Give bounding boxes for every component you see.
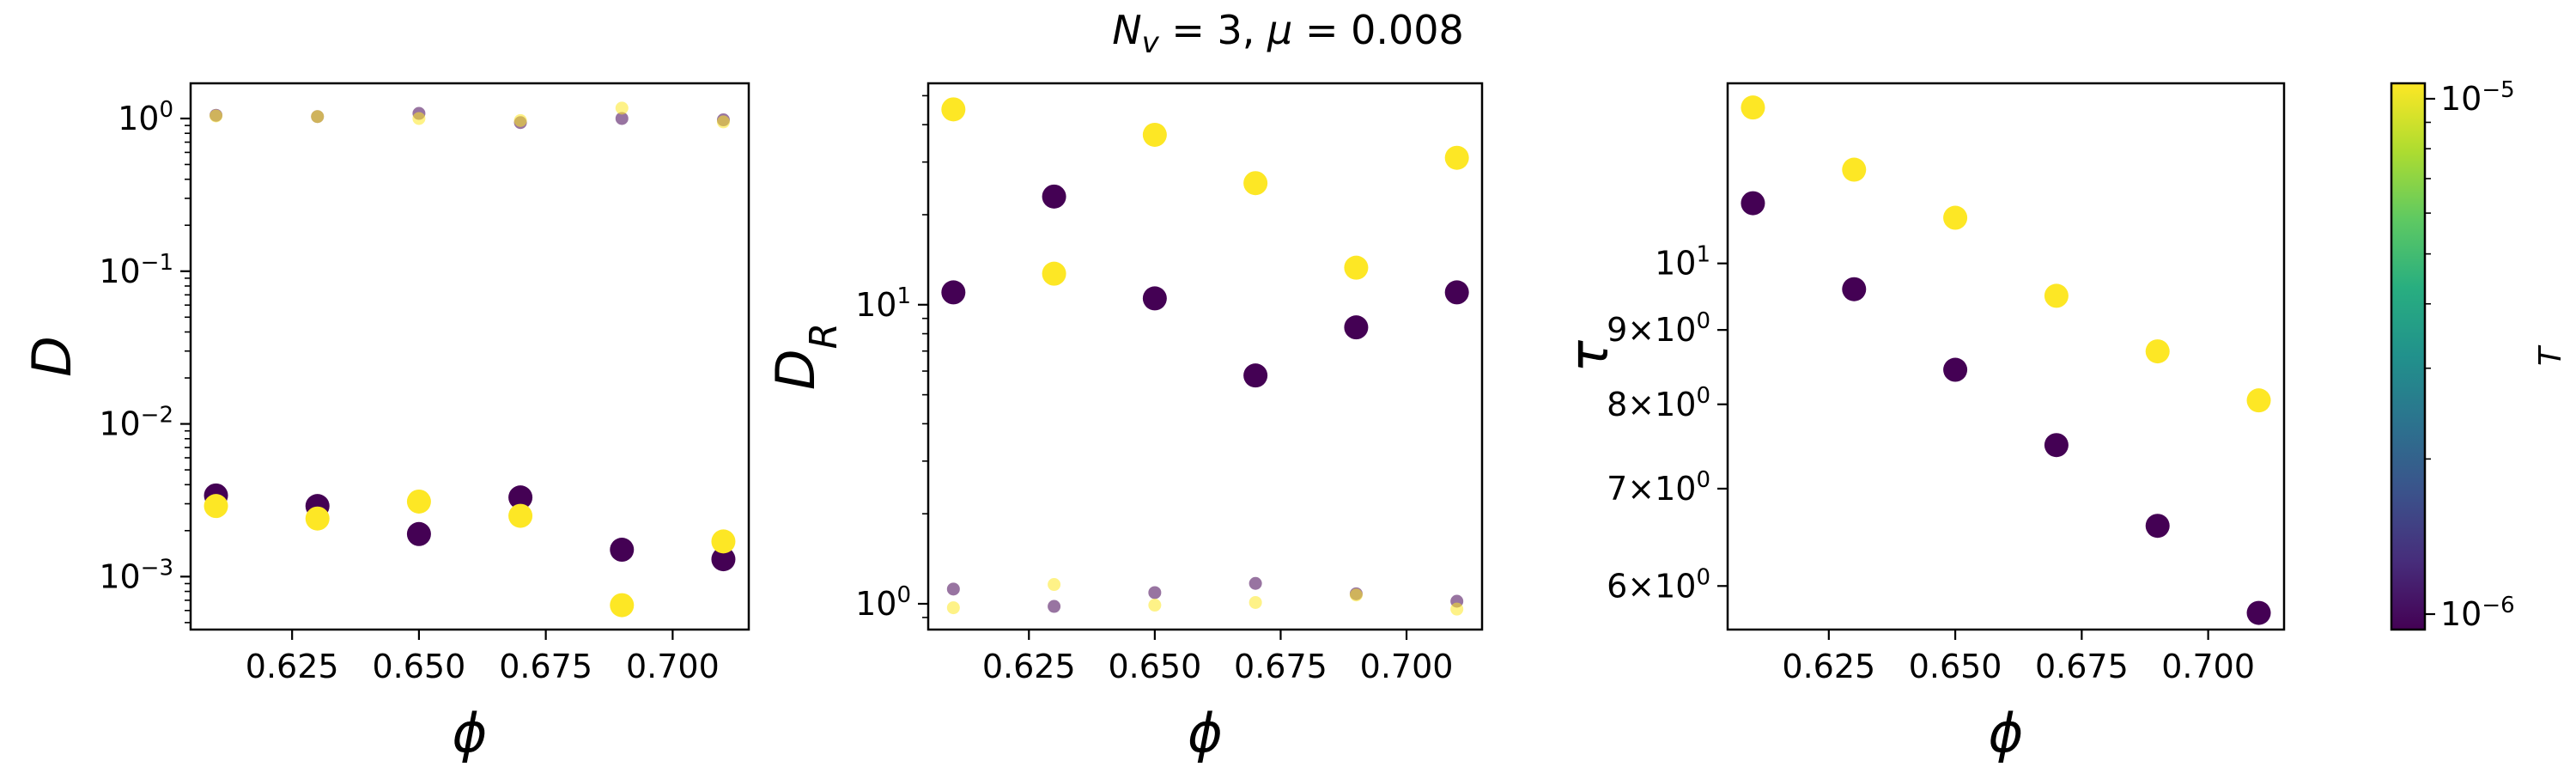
data-point xyxy=(2145,339,2170,364)
y-tick-label: 100 xyxy=(855,582,911,623)
data-point xyxy=(508,485,533,510)
y-axis-label: DR xyxy=(764,323,846,390)
plot-frame xyxy=(927,82,1484,631)
data-point xyxy=(508,503,533,528)
data-point xyxy=(1842,157,1867,182)
data-point xyxy=(210,109,223,123)
data-point xyxy=(1741,95,1765,120)
data-point xyxy=(1142,286,1167,311)
data-point xyxy=(1243,363,1268,388)
x-tick-label: 0.650 xyxy=(373,648,466,685)
colorbar-tick-label: 10−5 xyxy=(2440,77,2515,118)
data-point xyxy=(610,593,635,618)
data-point xyxy=(1048,600,1061,613)
plot-frame xyxy=(189,82,750,631)
data-point xyxy=(941,97,966,122)
data-point xyxy=(1943,357,1968,382)
x-tick-label: 0.700 xyxy=(626,648,720,685)
figure-title: Nv = 3, μ = 0.008 xyxy=(1112,7,1464,61)
y-tick-label: 10−3 xyxy=(99,555,173,595)
data-point xyxy=(1042,184,1066,209)
x-tick-label: 0.625 xyxy=(1782,648,1875,685)
colorbar-tick-label: 10−6 xyxy=(2440,593,2515,633)
data-point xyxy=(1148,599,1162,612)
data-point xyxy=(615,112,629,125)
data-point xyxy=(406,521,431,546)
x-tick-label: 0.650 xyxy=(1909,648,2002,685)
plot-frame xyxy=(1726,82,2286,631)
data-point xyxy=(1048,578,1061,592)
subplot-1: 100 10−1 10−2 10−3 0.625 0.650 0.675 0.700 ϕ D xyxy=(21,82,750,764)
x-tick-label: 0.675 xyxy=(499,648,592,685)
data-point xyxy=(412,112,426,125)
y-tick-label: 8×100 xyxy=(1607,383,1710,423)
y-tick-label: 7×100 xyxy=(1607,467,1710,508)
subplot-3: 6×100 7×100 8×100 9×100 101 0.625 0.650 0.675 0.… xyxy=(1558,82,2286,764)
data-point xyxy=(711,529,736,554)
y-tick-label: 10−1 xyxy=(99,250,173,290)
colorbar-label: T xyxy=(2533,344,2568,366)
data-point xyxy=(2246,600,2271,625)
data-point xyxy=(711,547,736,572)
y-tick-label: 100 xyxy=(118,97,173,137)
x-axis-label: ϕ xyxy=(453,702,488,764)
data-point xyxy=(716,115,730,129)
data-point xyxy=(2145,514,2170,539)
data-point xyxy=(1349,588,1363,602)
data-point xyxy=(1249,595,1262,609)
data-point xyxy=(2044,433,2069,458)
data-point xyxy=(946,601,960,615)
data-point xyxy=(1042,261,1066,286)
x-tick-label: 0.675 xyxy=(2035,648,2129,685)
data-point xyxy=(305,506,330,531)
y-tick-label: 101 xyxy=(855,283,911,324)
data-point xyxy=(1943,205,1968,230)
y-axis-label: D xyxy=(21,336,83,377)
x-tick-label: 0.650 xyxy=(1108,648,1201,685)
y-tick-label: 9×100 xyxy=(1607,308,1710,349)
data-point xyxy=(1142,122,1167,147)
data-point xyxy=(1444,280,1469,305)
data-point xyxy=(615,101,629,115)
data-point xyxy=(1249,576,1262,590)
y-tick-label: 101 xyxy=(1655,242,1710,283)
data-point xyxy=(1450,602,1464,616)
x-tick-label: 0.700 xyxy=(1360,648,1454,685)
y-tick-label: 6×100 xyxy=(1607,564,1710,605)
data-point xyxy=(1842,277,1867,301)
data-point xyxy=(1444,145,1469,170)
x-tick-label: 0.625 xyxy=(982,648,1076,685)
data-point xyxy=(1243,171,1268,196)
x-tick-label: 0.700 xyxy=(2161,648,2255,685)
x-axis-label: ϕ xyxy=(1989,702,2024,764)
subplot-2: 100 101 0.625 0.650 0.675 0.700 ϕ DR xyxy=(764,82,1484,764)
data-point xyxy=(406,489,431,514)
data-point xyxy=(204,494,228,519)
y-tick-label: 10−2 xyxy=(99,403,173,443)
data-point xyxy=(513,113,527,127)
colorbar: 10−6 10−5 T xyxy=(2390,77,2568,633)
y-axis-label: τ xyxy=(1558,340,1620,373)
data-point xyxy=(941,280,966,305)
x-tick-label: 0.675 xyxy=(1234,648,1327,685)
data-point xyxy=(946,582,960,596)
data-point xyxy=(610,538,635,563)
data-point xyxy=(311,110,325,124)
data-point xyxy=(1741,191,1765,216)
colorbar-gradient xyxy=(2390,82,2427,631)
data-point xyxy=(1344,315,1369,340)
data-point xyxy=(2246,388,2271,413)
x-tick-label: 0.625 xyxy=(246,648,339,685)
data-point xyxy=(1148,586,1162,600)
data-point xyxy=(2044,283,2069,308)
data-point xyxy=(1344,255,1369,280)
x-axis-label: ϕ xyxy=(1188,702,1223,764)
